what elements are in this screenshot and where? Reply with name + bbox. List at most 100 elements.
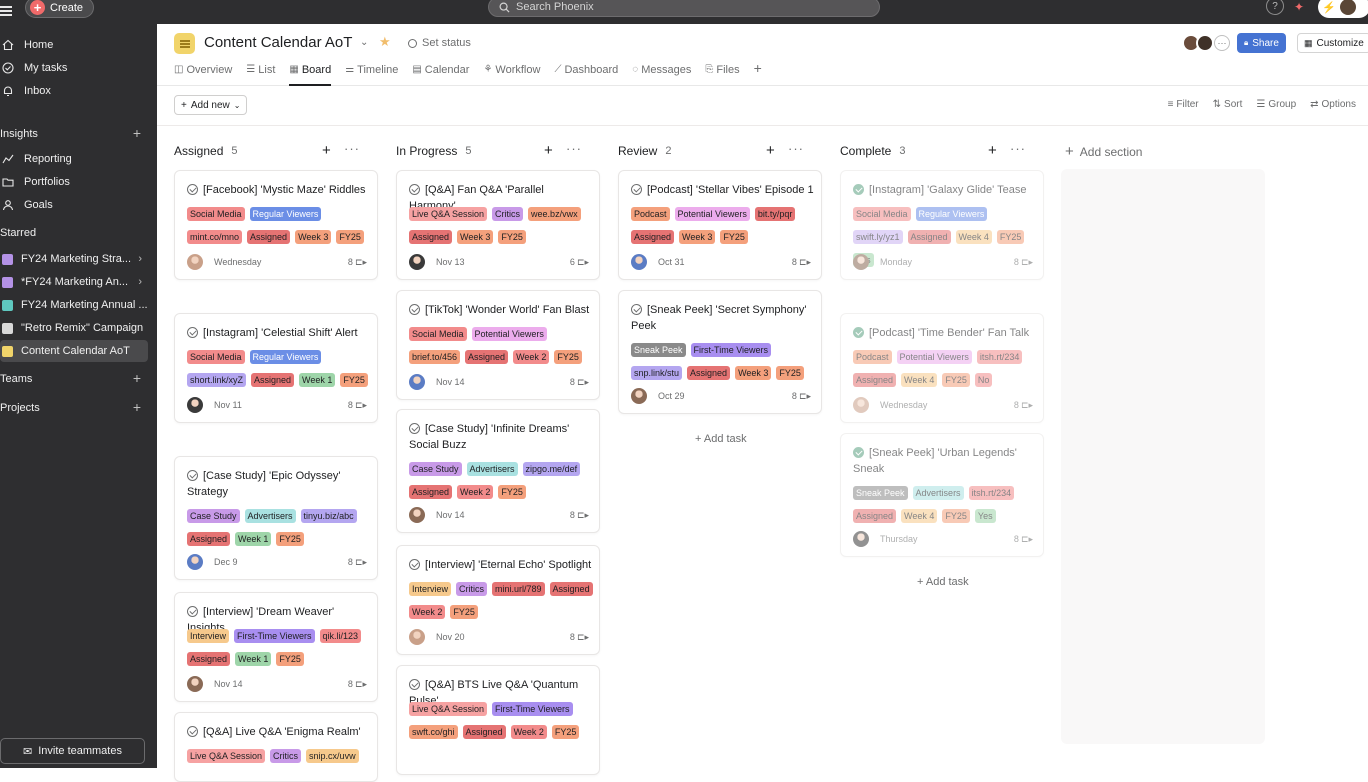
subtask-count[interactable]: 6 ⊏▸	[570, 257, 589, 268]
tag-badge[interactable]: FY25	[776, 366, 804, 380]
sidebar-item-reporting[interactable]: Reporting	[0, 149, 157, 169]
tag-badge[interactable]: Week 4	[901, 373, 938, 387]
tag-badge[interactable]: Regular Viewers	[915, 207, 988, 221]
tag-badge[interactable]: Social Media	[187, 350, 245, 364]
tag-badge[interactable]: First-Time Viewers	[234, 629, 315, 643]
tag-badge[interactable]: Social Media	[409, 327, 467, 341]
assignee-avatar[interactable]	[853, 254, 869, 270]
tag-badge[interactable]: FY25	[942, 509, 970, 523]
tag-badge[interactable]: itsh.rt/234	[968, 486, 1015, 500]
tag-badge[interactable]: Potential Viewers	[471, 327, 547, 341]
subtask-count[interactable]: 8 ⊏▸	[792, 257, 811, 268]
due-date[interactable]: Nov 20	[436, 632, 465, 642]
due-date[interactable]: Nov 14	[436, 510, 465, 520]
complete-check-icon[interactable]	[187, 184, 198, 195]
options-button[interactable]: ⇄ Options	[1310, 99, 1356, 110]
complete-check-icon[interactable]	[853, 184, 864, 195]
tag-badge[interactable]: Assigned	[465, 350, 509, 364]
complete-check-icon[interactable]	[409, 679, 420, 690]
assignee-avatar[interactable]	[187, 254, 203, 270]
tag-badge[interactable]: Live Q&A Session	[409, 702, 488, 716]
member-avatars[interactable]: ···	[1182, 34, 1230, 52]
subtask-count[interactable]: 8 ⊏▸	[570, 377, 589, 388]
due-date[interactable]: Nov 14	[214, 679, 243, 689]
tag-badge[interactable]: Podcast	[631, 207, 670, 221]
assignee-avatar[interactable]	[187, 554, 203, 570]
project-list-icon[interactable]	[174, 33, 195, 54]
column-title[interactable]: Complete	[840, 144, 892, 158]
tag-badge[interactable]: FY25	[450, 605, 478, 619]
tag-badge[interactable]: Assigned	[631, 230, 675, 244]
add-task-button[interactable]: + Add task	[695, 433, 747, 445]
tab-dashboard[interactable]: ⟋ Dashboard	[554, 62, 618, 86]
assignee-avatar[interactable]	[187, 397, 203, 413]
tag-badge[interactable]: Sneak Peek	[631, 343, 686, 357]
more-options-icon[interactable]: ···	[1010, 141, 1026, 156]
tag-badge[interactable]: Week 3	[295, 230, 332, 244]
tag-badge[interactable]: FY25	[551, 725, 580, 739]
sidebar-starred-project[interactable]: *FY24 Marketing An... ›	[0, 271, 148, 293]
due-date[interactable]: Wednesday	[214, 257, 262, 267]
task-card[interactable]: [TikTok] 'Wonder World' Fan Blast Social …	[396, 290, 600, 400]
sidebar-item-home[interactable]: Home	[0, 35, 157, 55]
add-task-icon[interactable]: +	[322, 142, 331, 159]
tag-badge[interactable]: FY25	[498, 485, 526, 499]
column-title[interactable]: Assigned	[174, 144, 224, 158]
tag-badge[interactable]: Sneak Peek	[853, 486, 908, 500]
tag-badge[interactable]: Week 1	[299, 373, 336, 387]
tag-badge[interactable]: Assigned	[853, 373, 897, 387]
tag-badge[interactable]: Assigned	[907, 230, 951, 244]
more-options-icon[interactable]: ···	[566, 141, 582, 156]
tag-badge[interactable]: Social Media	[187, 207, 245, 221]
tab-calendar[interactable]: ▤ Calendar	[412, 62, 469, 86]
tag-badge[interactable]: Advertisers	[466, 462, 518, 476]
sparkle-icon[interactable]: ✦	[1294, 0, 1305, 14]
tag-badge[interactable]: Potential Viewers	[674, 207, 750, 221]
task-card[interactable]: [Facebook] 'Mystic Maze' Riddles Social M…	[174, 170, 378, 280]
complete-check-icon[interactable]	[853, 447, 864, 458]
due-date[interactable]: Dec 9	[214, 557, 238, 567]
tag-badge[interactable]: FY25	[720, 230, 748, 244]
tag-badge[interactable]: FY25	[340, 373, 368, 387]
complete-check-icon[interactable]	[631, 304, 642, 315]
tag-badge[interactable]: Live Q&A Session	[409, 207, 488, 221]
more-options-icon[interactable]: ···	[344, 141, 360, 156]
add-tab-icon[interactable]: +	[753, 60, 762, 76]
tag-badge[interactable]: Regular Viewers	[249, 207, 322, 221]
tag-badge[interactable]: Case Study	[409, 462, 462, 476]
group-button[interactable]: ☰ Group	[1256, 99, 1296, 110]
tag-badge[interactable]: No	[974, 373, 993, 387]
due-date[interactable]: Wednesday	[880, 400, 928, 410]
tag-badge[interactable]: Assigned	[549, 582, 593, 596]
tag-badge[interactable]: zipgo.me/def	[522, 462, 581, 476]
tag-badge[interactable]: swft.co/ghi	[409, 725, 458, 739]
tag-badge[interactable]: swift.ly/yz1	[853, 230, 903, 244]
tag-badge[interactable]: Social Media	[853, 207, 911, 221]
tag-badge[interactable]: brief.to/456	[409, 350, 461, 364]
tag-badge[interactable]: short.link/xyZ	[187, 373, 247, 387]
add-new-button[interactable]: + Add new ⌄	[174, 95, 248, 115]
tag-badge[interactable]: Week 3	[679, 230, 716, 244]
task-card[interactable]: [Instagram] 'Galaxy Glide' Tease Social M…	[840, 170, 1044, 280]
subtask-count[interactable]: 8 ⊏▸	[1014, 400, 1033, 411]
task-card[interactable]: [Q&A] BTS Live Q&A 'Quantum Pulse' Live Q…	[396, 665, 600, 775]
menu-icon[interactable]	[0, 4, 14, 18]
add-task-icon[interactable]: +	[544, 142, 553, 159]
complete-check-icon[interactable]	[187, 327, 198, 338]
tag-badge[interactable]: Interview	[409, 582, 452, 596]
tag-badge[interactable]: Week 2	[409, 605, 446, 619]
complete-check-icon[interactable]	[409, 304, 420, 315]
complete-check-icon[interactable]	[187, 470, 198, 481]
column-title[interactable]: In Progress	[396, 144, 458, 158]
sidebar-starred-project[interactable]: FY24 Marketing Stra... ›	[0, 248, 148, 270]
tag-badge[interactable]: Assigned	[409, 230, 453, 244]
tag-badge[interactable]: Week 3	[735, 366, 772, 380]
tag-badge[interactable]: Critics	[456, 582, 488, 596]
complete-check-icon[interactable]	[409, 559, 420, 570]
subtask-count[interactable]: 8 ⊏▸	[348, 679, 367, 690]
search-input[interactable]: Search Phoenix	[488, 0, 880, 17]
tag-badge[interactable]: Regular Viewers	[249, 350, 322, 364]
assignee-avatar[interactable]	[853, 531, 869, 547]
tag-badge[interactable]: Advertisers	[912, 486, 964, 500]
subtask-count[interactable]: 8 ⊏▸	[1014, 257, 1033, 268]
